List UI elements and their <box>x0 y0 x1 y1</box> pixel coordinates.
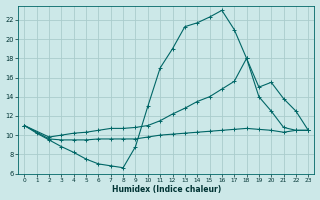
X-axis label: Humidex (Indice chaleur): Humidex (Indice chaleur) <box>112 185 221 194</box>
